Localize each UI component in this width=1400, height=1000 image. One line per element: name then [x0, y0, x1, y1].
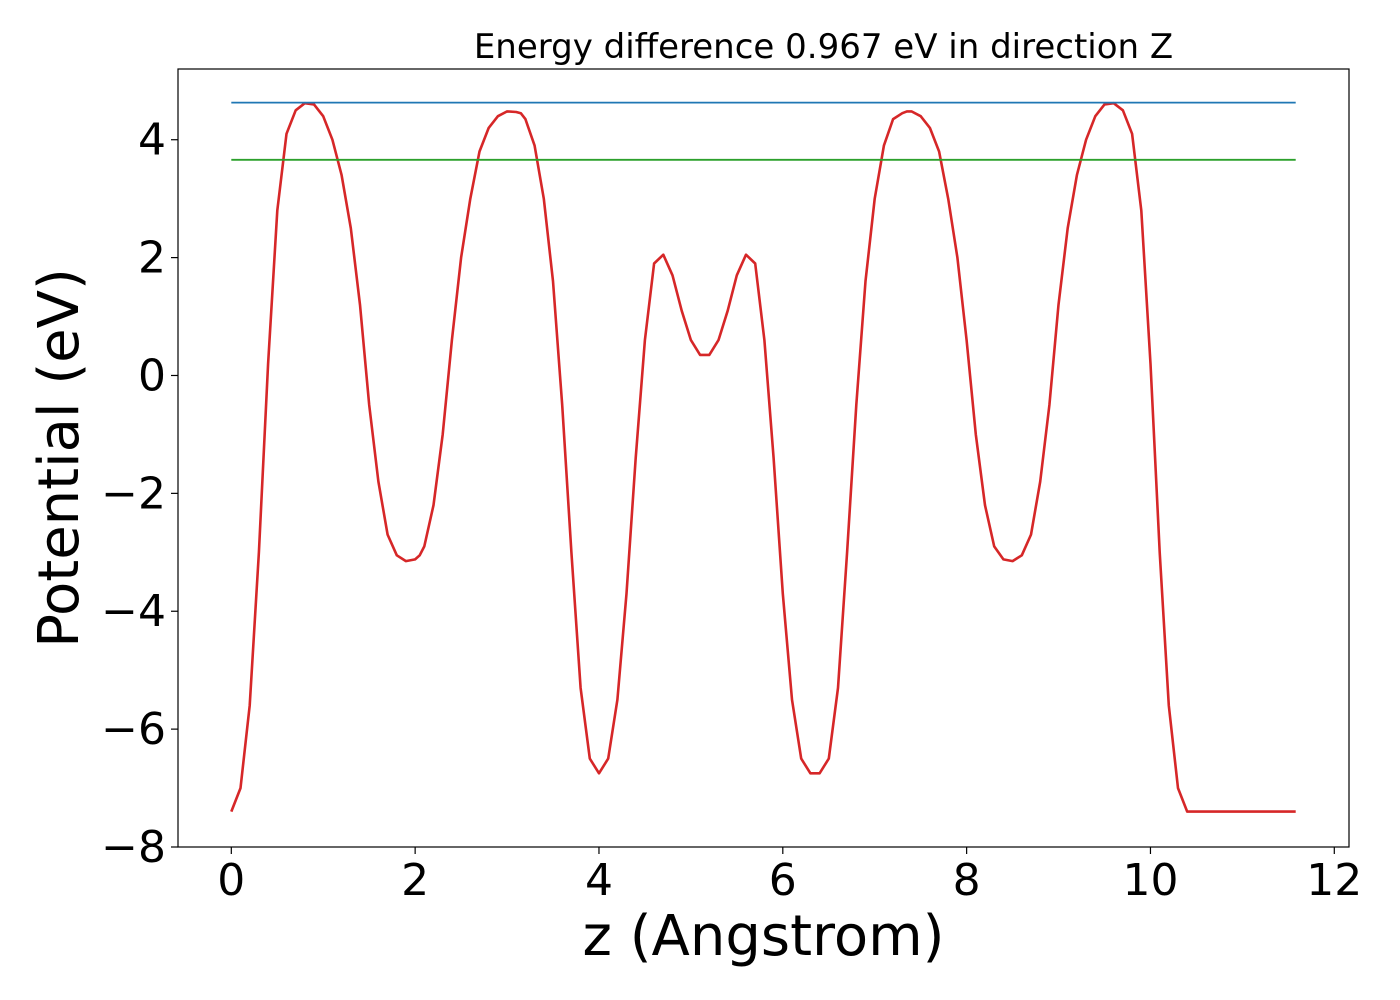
plot-frame [177, 68, 1350, 848]
x-axis-ticks: 0 2 4 6 8 10 12 [217, 847, 1362, 906]
x-tick-label: 2 [401, 855, 429, 906]
y-tick-label: 0 [138, 350, 166, 401]
chart-title: Energy difference 0.967 eV in direction … [474, 27, 1173, 67]
y-tick-label: −2 [101, 468, 166, 519]
x-tick-label: 10 [1122, 855, 1178, 906]
y-tick-label: 4 [138, 115, 166, 166]
plot-series [230, 101, 1296, 813]
y-axis-label: Potential (eV) [27, 268, 92, 648]
x-tick-label: 0 [217, 855, 245, 906]
y-axis-ticks: −8 −6 −4 −2 0 2 4 [101, 115, 178, 873]
x-axis-label: z (Angstrom) [583, 904, 945, 969]
x-tick-label: 8 [953, 855, 981, 906]
x-tick-label: 6 [769, 855, 797, 906]
y-tick-label: −6 [101, 704, 166, 755]
y-tick-label: 2 [138, 233, 166, 284]
x-tick-label: 12 [1306, 855, 1362, 906]
y-tick-label: −4 [101, 586, 166, 637]
series-line-0 [230, 101, 1296, 813]
x-tick-label: 4 [585, 855, 613, 906]
y-tick-label: −8 [101, 822, 166, 873]
